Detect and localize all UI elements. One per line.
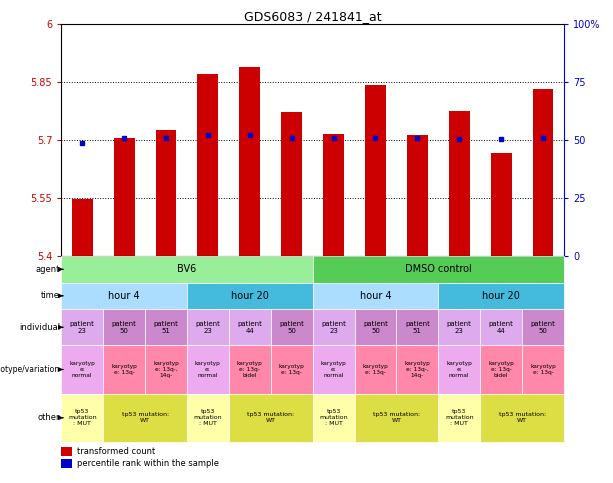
Bar xyxy=(197,73,218,256)
Text: karyotyp
e:
normal: karyotyp e: normal xyxy=(195,361,221,378)
Text: karyotyp
e: 13q-: karyotyp e: 13q- xyxy=(530,364,556,375)
Text: patient
50: patient 50 xyxy=(280,321,304,334)
Text: tp53 mutation:
WT: tp53 mutation: WT xyxy=(373,412,420,423)
Text: tp53
mutation
: MUT: tp53 mutation : MUT xyxy=(445,410,474,426)
Text: patient
50: patient 50 xyxy=(363,321,388,334)
Bar xyxy=(449,111,470,256)
Bar xyxy=(281,112,302,256)
Text: patient
44: patient 44 xyxy=(489,321,514,334)
Text: agent: agent xyxy=(36,265,60,274)
Text: karyotyp
e: 13q-: karyotyp e: 13q- xyxy=(362,364,389,375)
Bar xyxy=(239,68,261,256)
Title: GDS6083 / 241841_at: GDS6083 / 241841_at xyxy=(244,10,381,23)
Bar xyxy=(407,135,428,256)
Text: patient
23: patient 23 xyxy=(447,321,471,334)
Text: hour 20: hour 20 xyxy=(482,291,520,301)
Text: karyotyp
e: 13q-
bidel: karyotyp e: 13q- bidel xyxy=(488,361,514,378)
Text: karyotyp
e: 13q-,
14q-: karyotyp e: 13q-, 14q- xyxy=(405,361,430,378)
Text: patient
44: patient 44 xyxy=(237,321,262,334)
Text: tp53 mutation:
WT: tp53 mutation: WT xyxy=(247,412,294,423)
Bar xyxy=(72,199,93,256)
Text: patient
51: patient 51 xyxy=(405,321,430,334)
Bar xyxy=(113,138,135,256)
Bar xyxy=(323,134,344,256)
Text: karyotyp
e: 13q-: karyotyp e: 13q- xyxy=(111,364,137,375)
Text: patient
51: patient 51 xyxy=(154,321,178,334)
Text: transformed count: transformed count xyxy=(77,447,156,456)
Text: genotype/variation: genotype/variation xyxy=(0,365,60,374)
Text: patient
50: patient 50 xyxy=(112,321,137,334)
Text: tp53
mutation
: MUT: tp53 mutation : MUT xyxy=(68,410,97,426)
Text: hour 4: hour 4 xyxy=(109,291,140,301)
Text: karyotyp
e: 13q-,
14q-: karyotyp e: 13q-, 14q- xyxy=(153,361,179,378)
Bar xyxy=(156,129,177,256)
Text: karyotyp
e:
normal: karyotyp e: normal xyxy=(69,361,95,378)
Text: patient
23: patient 23 xyxy=(70,321,94,334)
Text: tp53
mutation
: MUT: tp53 mutation : MUT xyxy=(319,410,348,426)
Text: individual: individual xyxy=(19,323,60,332)
Text: karyotyp
e: 13q-
bidel: karyotyp e: 13q- bidel xyxy=(237,361,263,378)
Bar xyxy=(365,85,386,256)
Text: tp53 mutation:
WT: tp53 mutation: WT xyxy=(121,412,169,423)
Text: hour 20: hour 20 xyxy=(231,291,268,301)
Text: karyotyp
e:
normal: karyotyp e: normal xyxy=(446,361,472,378)
Text: tp53 mutation:
WT: tp53 mutation: WT xyxy=(498,412,546,423)
Text: patient
23: patient 23 xyxy=(196,321,220,334)
Text: tp53
mutation
: MUT: tp53 mutation : MUT xyxy=(194,410,223,426)
Bar xyxy=(533,89,554,256)
Text: DMSO control: DMSO control xyxy=(405,264,471,274)
Text: karyotyp
e:
normal: karyotyp e: normal xyxy=(321,361,346,378)
Text: time: time xyxy=(41,291,60,300)
Text: other: other xyxy=(37,413,60,422)
Text: percentile rank within the sample: percentile rank within the sample xyxy=(77,459,219,468)
Text: hour 4: hour 4 xyxy=(360,291,391,301)
Text: patient
23: patient 23 xyxy=(321,321,346,334)
Text: karyotyp
e: 13q-: karyotyp e: 13q- xyxy=(279,364,305,375)
Bar xyxy=(490,153,512,256)
Text: BV6: BV6 xyxy=(177,264,197,274)
Text: patient
50: patient 50 xyxy=(531,321,555,334)
